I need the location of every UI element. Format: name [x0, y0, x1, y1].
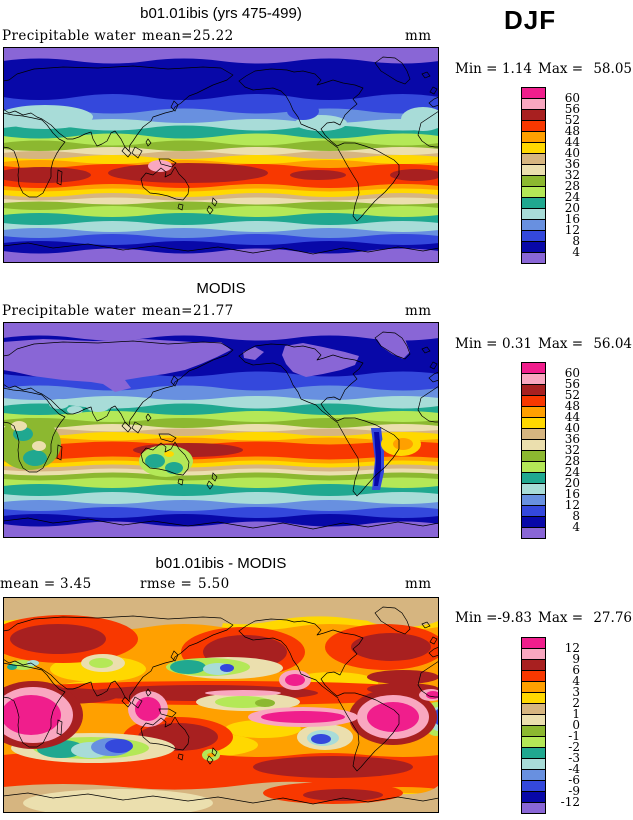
min-value: 1.14 [501, 61, 532, 77]
mean-value: 25.22 [193, 28, 234, 44]
rmse-value: 5.50 [198, 576, 230, 592]
min-value: -9.83 [497, 610, 532, 626]
field-label: Precipitable water [2, 28, 136, 44]
colorbar-tick-label: 48 [564, 399, 580, 413]
min-label: Min = [455, 336, 498, 352]
max-label: Max = [538, 336, 584, 352]
colorbar-tick-label: -12 [560, 795, 580, 809]
model-map [3, 47, 439, 263]
colorbar-tick-label: 36 [564, 432, 580, 446]
colorbar-tick-label: 48 [564, 124, 580, 138]
colorbar-swatch [521, 527, 546, 539]
mean-label: mean= [142, 28, 193, 44]
colorbar-swatch [521, 252, 546, 264]
max-value: 27.76 [593, 610, 632, 626]
colorbar-tick-label: 4 [572, 520, 580, 534]
colorbar-tick-label: 1 [572, 707, 580, 721]
max-value: 58.05 [593, 61, 632, 77]
range-row-obs: Min = 0.31 Max = 56.04 [0, 336, 633, 352]
colorbar-tick-label: 4 [572, 245, 580, 259]
units-label: mm [405, 28, 432, 44]
min-label: Min = [455, 61, 498, 77]
mean-value: 21.77 [193, 303, 234, 319]
colorbar-diff: 12 9 6 4 3 2 1 0 -1 -2 -3 -4 -6 -9 -12 [521, 637, 591, 815]
range-row-model: Min = 1.14 Max = 58.05 [0, 61, 633, 77]
colorbar-tick-label: 20 [564, 201, 580, 215]
stats-row-obs: Precipitable water mean= 21.77 mm [0, 303, 633, 320]
colorbar-tick-label: 44 [564, 410, 580, 424]
colorbar-tick-label: 12 [564, 223, 580, 237]
colorbar-tick-label: 16 [564, 212, 580, 226]
colorbar-swatch [521, 802, 546, 814]
season-label: DJF [504, 5, 557, 35]
colorbar-tick-label: 20 [564, 476, 580, 490]
colorbar-tick-label: 40 [564, 421, 580, 435]
stats-row-model: Precipitable water mean= 25.22 mm [0, 28, 633, 45]
colorbar-tick-label: -3 [568, 751, 580, 765]
colorbar-tick-label: -2 [568, 740, 580, 754]
colorbar-tick-label: -1 [568, 729, 580, 743]
colorbar-model: 60 56 52 48 44 40 36 32 28 24 20 16 12 8 4 [521, 87, 591, 265]
panel-title-diff: b01.01ibis - MODIS [155, 555, 287, 572]
min-label: Min = [455, 610, 498, 626]
mean-value: 3.45 [60, 576, 92, 592]
max-label: Max = [538, 61, 584, 77]
colorbar-tick-label: 8 [572, 234, 580, 248]
max-label: Max = [538, 610, 584, 626]
colorbar-tick-label: 24 [564, 190, 580, 204]
colorbar-tick-label: 60 [564, 91, 580, 105]
units-label: mm [405, 576, 432, 592]
rmse-label: rmse = [140, 576, 193, 592]
colorbar-tick-label: 28 [564, 454, 580, 468]
colorbar-tick-label: 8 [572, 509, 580, 523]
units-label: mm [405, 303, 432, 319]
colorbar-tick-label: -6 [568, 773, 580, 787]
colorbar-tick-label: 4 [572, 674, 580, 688]
obs-map [3, 322, 439, 538]
colorbar-tick-label: 12 [564, 498, 580, 512]
mean-label: mean= [142, 303, 193, 319]
colorbar-tick-label: 32 [564, 168, 580, 182]
colorbar-tick-label: 60 [564, 366, 580, 380]
colorbar-tick-label: 28 [564, 179, 580, 193]
colorbar-obs: 60 56 52 48 44 40 36 32 28 24 20 16 12 8 4 [521, 362, 591, 540]
colorbar-tick-label: 16 [564, 487, 580, 501]
field-label: Precipitable water [2, 303, 136, 319]
colorbar-tick-label: 12 [564, 641, 580, 655]
colorbar-tick-label: 40 [564, 146, 580, 160]
range-row-diff: Min = -9.83 Max = 27.76 [0, 610, 633, 626]
colorbar-tick-label: 44 [564, 135, 580, 149]
colorbar-tick-label: 0 [572, 718, 580, 732]
colorbar-tick-label: 6 [572, 663, 580, 677]
colorbar-tick-label: 24 [564, 465, 580, 479]
max-value: 56.04 [593, 336, 632, 352]
colorbar-tick-label: 9 [572, 652, 580, 666]
min-value: 0.31 [501, 336, 532, 352]
colorbar-tick-label: 3 [572, 685, 580, 699]
colorbar-tick-label: -4 [568, 762, 580, 776]
colorbar-tick-label: 52 [564, 113, 580, 127]
panel-title-obs: MODIS [196, 280, 246, 297]
panel-title-model: b01.01ibis (yrs 475-499) [140, 5, 302, 22]
colorbar-tick-label: 56 [564, 377, 580, 391]
colorbar-tick-label: 2 [572, 696, 580, 710]
colorbar-tick-label: -9 [568, 784, 580, 798]
colorbar-tick-label: 36 [564, 157, 580, 171]
colorbar-tick-label: 52 [564, 388, 580, 402]
colorbar-tick-label: 32 [564, 443, 580, 457]
mean-label: mean = [0, 576, 56, 592]
stats-row-diff: mean = 3.45 rmse = 5.50 mm [0, 576, 633, 593]
diff-map [3, 597, 439, 813]
colorbar-tick-label: 56 [564, 102, 580, 116]
